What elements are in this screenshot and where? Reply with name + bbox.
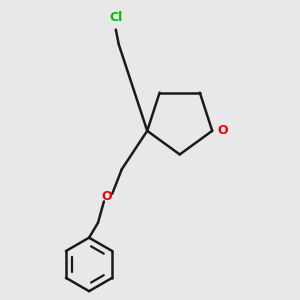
- Text: Cl: Cl: [109, 11, 122, 24]
- Text: O: O: [102, 190, 112, 202]
- Text: O: O: [218, 124, 228, 137]
